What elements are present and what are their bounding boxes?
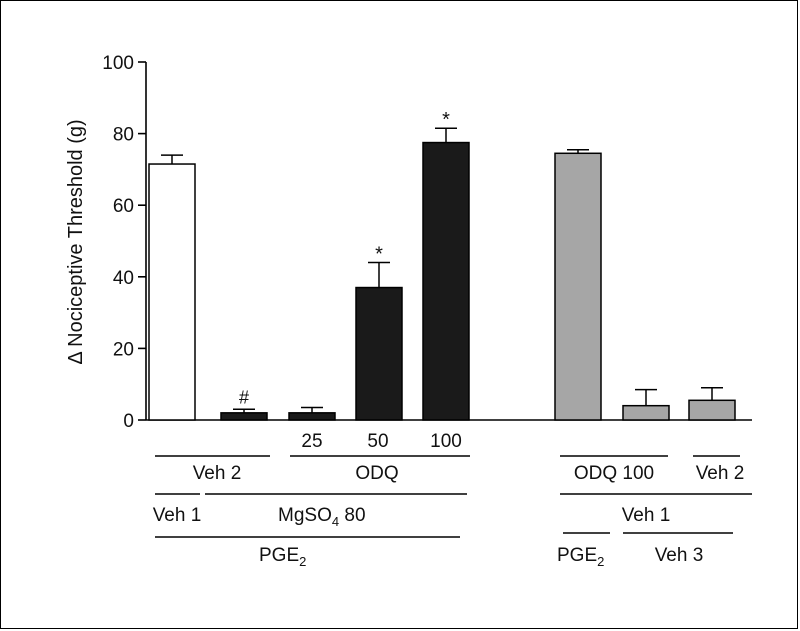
veh1-left-label: Veh 1 (153, 505, 202, 526)
significance-marker: * (442, 109, 450, 131)
bar (622, 404, 670, 421)
odq-label: ODQ (355, 463, 398, 484)
bar (688, 399, 736, 421)
group-labels: 25 50 100 Veh 2 ODQ Veh 1 MgSO4 80 PGE2 … (153, 431, 752, 569)
y-tick-label: 100 (102, 53, 134, 74)
y-axis-label: Δ Nociceptive Threshold (g) (65, 119, 87, 364)
y-tick-label: 40 (113, 268, 134, 289)
pge2-left-label: PGE2 (259, 545, 306, 569)
significance-marker: * (375, 243, 383, 265)
significance-marker: # (239, 387, 249, 407)
bar (220, 412, 268, 421)
dose-label-50: 50 (367, 431, 388, 452)
y-tick-label: 0 (123, 411, 134, 432)
bars: # * * (148, 109, 736, 421)
bar (554, 152, 602, 421)
odq100-label: ODQ 100 (574, 463, 654, 484)
veh2-right-label: Veh 2 (696, 463, 745, 484)
bar (355, 286, 403, 421)
dose-label-25: 25 (301, 431, 322, 452)
y-tick-label: 80 (113, 125, 134, 146)
bar (148, 163, 196, 421)
mgso4-label: MgSO4 80 (278, 505, 366, 529)
bar (288, 412, 336, 421)
bar (422, 141, 470, 421)
veh1-right-label: Veh 1 (622, 505, 671, 526)
pge2-right-label: PGE2 (557, 545, 604, 569)
dose-label-100: 100 (430, 431, 462, 452)
y-tick-label: 60 (113, 196, 134, 217)
y-tick-label: 20 (113, 339, 134, 360)
veh2-left-label: Veh 2 (193, 463, 242, 484)
veh3-label: Veh 3 (655, 545, 704, 566)
